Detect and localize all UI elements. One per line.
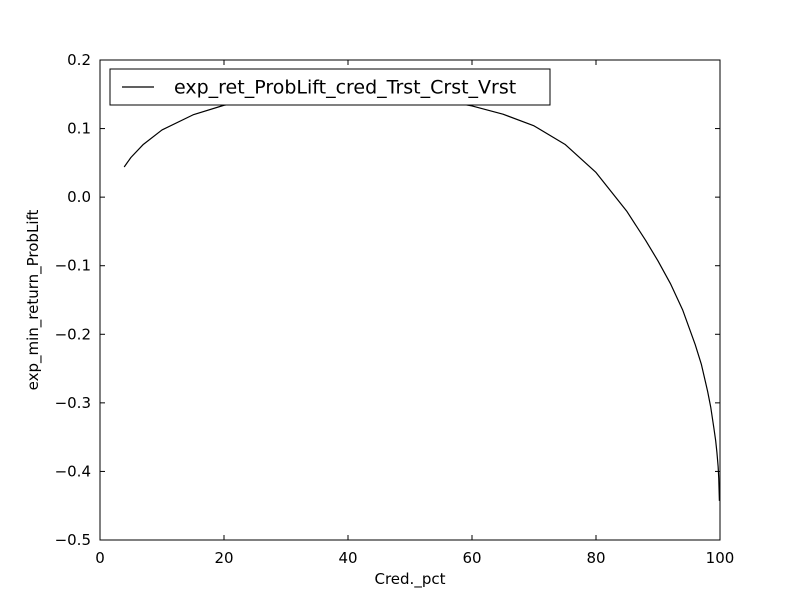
x-tick-label: 60 — [462, 549, 481, 567]
plot-background — [100, 60, 720, 540]
x-tick-label: 0 — [95, 549, 105, 567]
y-tick-label: 0.0 — [67, 188, 91, 206]
legend-entry-label: exp_ret_ProbLift_cred_Trst_Crst_Vrst — [174, 77, 516, 99]
tick-layer: 0 20 40 60 80 100 −0.5 −0.4 −0.3 −0.2 −0.1 0.0 0.1 0.… — [55, 51, 735, 567]
y-tick-label: 0.2 — [67, 51, 91, 69]
y-tick-label: −0.3 — [55, 394, 91, 412]
x-tick-label: 100 — [706, 549, 735, 567]
legend-frame — [109, 68, 551, 106]
x-tick-label: 40 — [338, 549, 357, 567]
y-tick-label: 0.1 — [67, 120, 91, 138]
x-axis-label: Cred._pct — [375, 570, 446, 589]
x-tick-label: 20 — [214, 549, 233, 567]
y-tick-label: −0.5 — [55, 531, 91, 549]
legend: exp_ret_ProbLift_cred_Trst_Crst_Vrst — [109, 68, 551, 106]
plot-frame — [99, 59, 721, 541]
y-tick-label: −0.1 — [55, 257, 91, 275]
y-tick-label: −0.4 — [55, 462, 91, 480]
x-tick-label: 80 — [586, 549, 605, 567]
y-tick-label: −0.2 — [55, 325, 91, 343]
y-axis-label: exp_min_return_ProbLift — [24, 210, 43, 391]
